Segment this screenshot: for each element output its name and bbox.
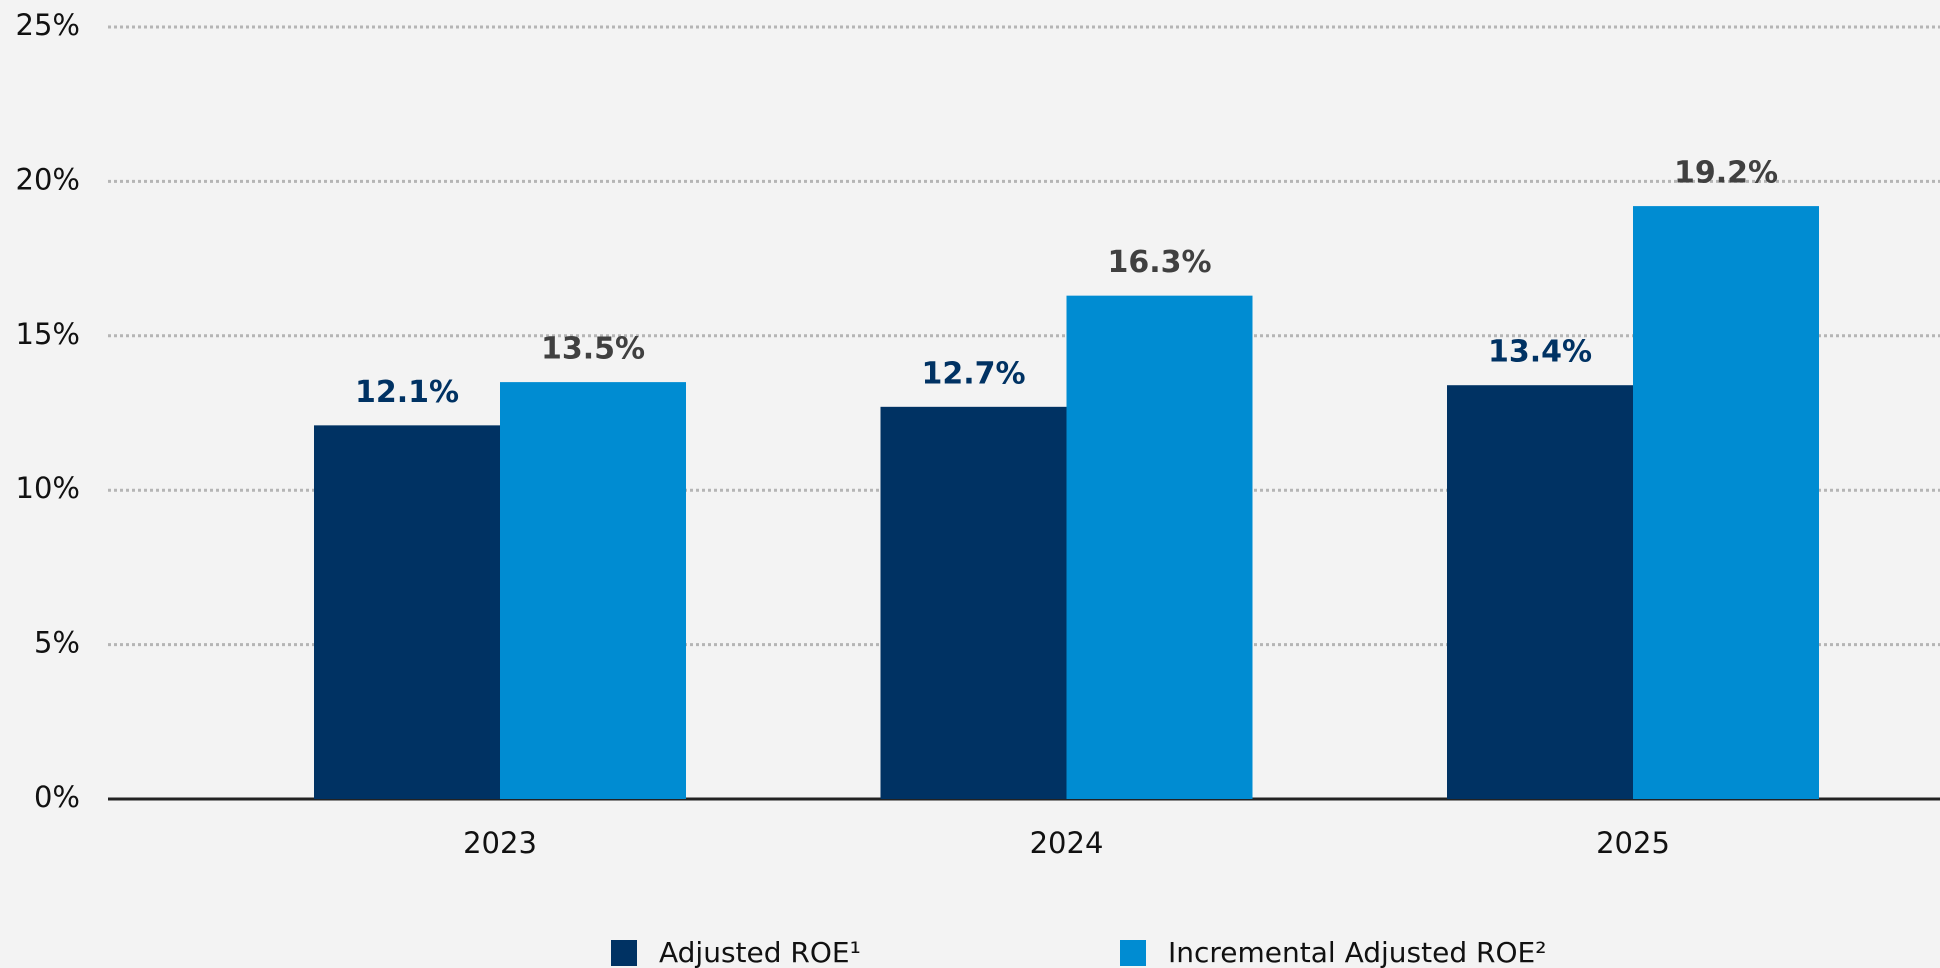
bar: [880, 406, 1067, 799]
legend-swatch: [611, 940, 637, 966]
data-label: 12.1%: [355, 375, 459, 410]
data-label: 16.3%: [1107, 245, 1211, 280]
data-label: 12.7%: [921, 356, 1025, 391]
bar: [1066, 295, 1253, 799]
legend-label: Adjusted ROE¹: [659, 936, 861, 968]
data-label: 13.5%: [541, 332, 645, 367]
bar: [1447, 385, 1633, 799]
x-tick-label: 2025: [1596, 826, 1670, 860]
y-tick-label: 5%: [34, 626, 80, 660]
data-label: 13.4%: [1488, 335, 1592, 370]
y-tick-label: 15%: [16, 317, 80, 351]
y-tick-label: 25%: [16, 8, 80, 42]
bar: [314, 425, 500, 799]
y-tick-label: 0%: [34, 780, 80, 814]
legend-swatch: [1120, 940, 1146, 966]
bar: [1633, 206, 1819, 799]
data-label: 19.2%: [1674, 156, 1778, 191]
y-tick-label: 20%: [16, 162, 80, 196]
x-tick-label: 2023: [463, 826, 537, 860]
y-tick-label: 10%: [16, 471, 80, 505]
x-tick-label: 2024: [1030, 826, 1104, 860]
bar: [500, 382, 686, 799]
legend-label: Incremental Adjusted ROE²: [1168, 936, 1546, 968]
